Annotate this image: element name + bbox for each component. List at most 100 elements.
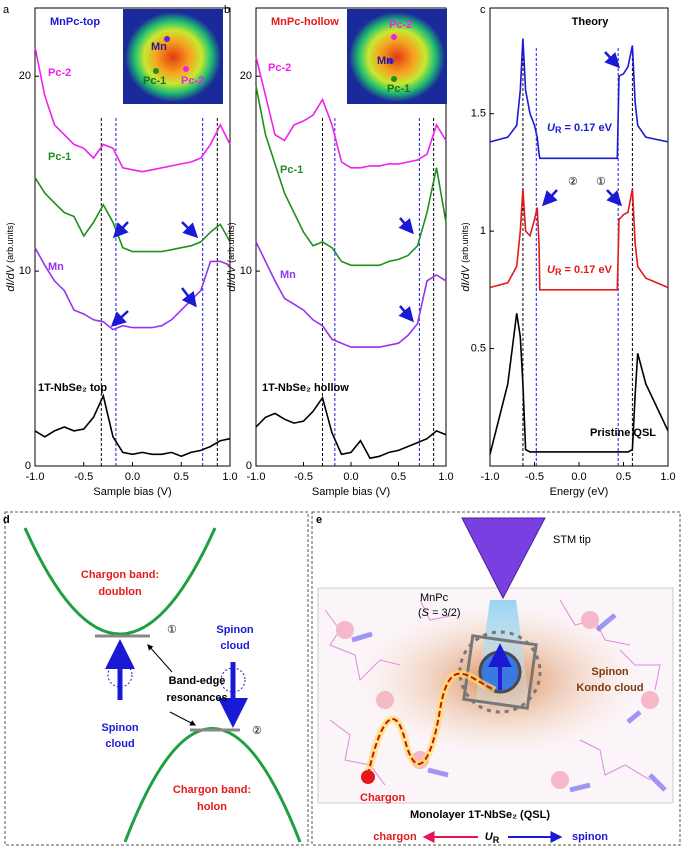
x-tick-label: 0.0 xyxy=(571,471,586,483)
feature-arrow xyxy=(398,217,414,235)
site-label: Pc-1 xyxy=(387,83,410,95)
y-tick-label: 10 xyxy=(19,265,31,277)
annotation: = 0.17 eV xyxy=(561,264,612,276)
x-tick-label: 1.0 xyxy=(438,471,453,483)
feature-arrow xyxy=(181,221,199,239)
label: MnPc xyxy=(420,592,449,604)
label: R xyxy=(493,835,500,845)
x-tick-label: 0.5 xyxy=(174,471,189,483)
site-label: Pc-2 xyxy=(389,19,412,31)
label: Chargon band: xyxy=(81,569,159,581)
x-axis-label: Energy (eV) xyxy=(550,486,609,498)
pointer xyxy=(169,711,197,726)
series-label: 1T-NbSe₂ top xyxy=(38,382,107,394)
site-dot xyxy=(391,34,397,40)
y-tick-label: 20 xyxy=(240,70,252,82)
chargon-band xyxy=(23,527,217,636)
y-tick-label: 0 xyxy=(246,460,252,472)
y-tick-label: 1.5 xyxy=(471,108,486,120)
series-line xyxy=(255,56,447,169)
x-tick-label: 0.0 xyxy=(343,471,358,483)
series-line xyxy=(34,393,231,458)
label: UR xyxy=(485,831,500,845)
panel-e: e STM tip MnPc (S = 3/2) Spinon Kondo cl… xyxy=(311,511,681,846)
plot-frame xyxy=(489,7,669,467)
site-dot xyxy=(391,76,397,82)
panel-d: d Chargon band: doublon ① Spinon cloud S… xyxy=(3,511,309,846)
feature-arrow xyxy=(541,189,558,207)
label: cloud xyxy=(220,640,249,652)
chargon xyxy=(361,770,375,784)
series-line xyxy=(489,38,669,160)
x-axis-label: Sample bias (V) xyxy=(312,486,390,498)
marker: ② xyxy=(252,725,262,737)
site-label: Pc-1 xyxy=(143,75,166,87)
label: resonances xyxy=(166,692,227,704)
x-tick-label: -1.0 xyxy=(26,471,45,483)
label: = 3/2) xyxy=(429,607,461,619)
label: STM tip xyxy=(553,534,591,546)
panel-label: c xyxy=(480,4,486,16)
stm-tip xyxy=(461,517,546,600)
label: Monolayer 1T-NbSe₂ (QSL) xyxy=(410,809,550,821)
series-label: Pristine QSL xyxy=(590,427,656,439)
x-tick-label: -0.5 xyxy=(294,471,313,483)
label: Spinon xyxy=(591,666,629,678)
label: (S = 3/2) xyxy=(418,607,461,619)
x-tick-label: -0.5 xyxy=(74,471,93,483)
x-tick-label: 1.0 xyxy=(222,471,237,483)
pointer xyxy=(147,644,173,673)
y-tick-label: 1 xyxy=(480,225,486,237)
series-label: Pc-2 xyxy=(48,67,71,79)
chart-title: MnPc-hollow xyxy=(271,16,339,28)
series-label: Pc-2 xyxy=(268,62,291,74)
annotation: UR = 0.17 eV xyxy=(547,264,613,277)
y-tick-label: 0 xyxy=(25,460,31,472)
site-dot xyxy=(164,36,170,42)
feature-arrow xyxy=(398,305,414,323)
series-label: Pc-1 xyxy=(280,164,303,176)
series-line xyxy=(34,177,231,253)
series-label: Mn xyxy=(280,269,296,281)
x-tick-label: -1.0 xyxy=(247,471,266,483)
x-tick-label: 1.0 xyxy=(660,471,675,483)
annotation: U xyxy=(547,264,556,276)
label: Chargon band: xyxy=(173,784,251,796)
chargon-path xyxy=(367,672,496,776)
x-tick-label: 0.5 xyxy=(616,471,631,483)
feature-arrow xyxy=(110,310,129,328)
y-axis-label: dI/dV(arb.units) xyxy=(226,222,238,291)
panel-frame xyxy=(4,511,309,846)
site-dot xyxy=(153,68,159,74)
y-axis-unit: (arb.units) xyxy=(460,222,470,263)
chart: a MnPc-top -1.0 -0.5 0.0 0.5 1.0 0 10 20 Sample bi… xyxy=(3,4,238,498)
x-tick-label: -1.0 xyxy=(481,471,500,483)
annotation: = 0.17 eV xyxy=(561,122,612,134)
panel-label: d xyxy=(3,514,10,526)
label: S xyxy=(422,607,430,619)
annotation: R xyxy=(555,267,562,277)
chart-title: MnPc-top xyxy=(50,16,100,28)
panel-label: b xyxy=(224,4,230,16)
series-line xyxy=(255,85,447,267)
feature-arrow xyxy=(112,221,129,239)
label: chargon xyxy=(373,831,417,843)
spins xyxy=(351,613,667,793)
series-line xyxy=(255,241,447,348)
chart: b MnPc-hollow -1.0 -0.5 0.0 0.5 1.0 0 10 20 Sample… xyxy=(224,4,454,498)
label: holon xyxy=(197,801,227,813)
series-line xyxy=(255,395,447,460)
x-axis-label: Sample bias (V) xyxy=(93,486,171,498)
inset-image xyxy=(125,12,221,102)
annotation: R xyxy=(555,125,562,135)
site-label: Pc-2 xyxy=(181,75,204,87)
chart: c Theory -1.0 -0.5 0.0 0.5 1.0 0.5 1 1.5 Energy (e… xyxy=(460,4,676,498)
label: spinon xyxy=(572,831,608,843)
series-label: Mn xyxy=(48,261,64,273)
series-label: Pc-1 xyxy=(48,151,71,163)
chart-title: Theory xyxy=(572,16,610,28)
panel-frame xyxy=(311,511,681,846)
y-tick-label: 10 xyxy=(240,265,252,277)
feature-arrow xyxy=(181,287,197,308)
